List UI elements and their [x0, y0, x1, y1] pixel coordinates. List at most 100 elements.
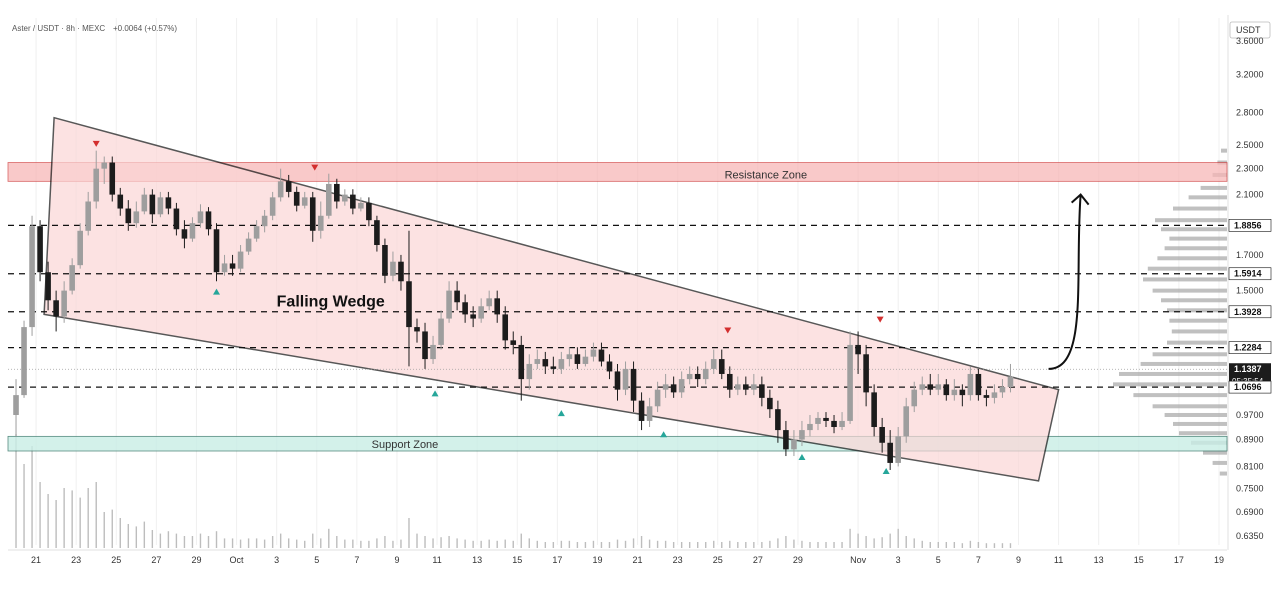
candle-body-30	[253, 226, 260, 239]
profile-bar-29	[1203, 450, 1227, 455]
up-marker-5	[882, 467, 890, 474]
down-marker-1	[311, 164, 319, 171]
pair-info: Aster / USDT · 8h · MEXC	[12, 24, 105, 33]
candle-body-119	[967, 373, 974, 396]
x-tick-11: 13	[472, 555, 482, 565]
y-tick-19: 0.6350	[1236, 531, 1264, 541]
volume-bar-57	[472, 540, 474, 548]
candle-body-11	[101, 162, 108, 169]
candle-body-80	[654, 389, 661, 407]
x-tick-13: 17	[552, 555, 562, 565]
volume-bar-51	[424, 536, 426, 548]
candle-body-68	[558, 359, 565, 369]
profile-bar-8	[1169, 236, 1227, 241]
candle-body-52	[430, 344, 436, 360]
profile-bar-3	[1200, 185, 1227, 190]
candle-body-70	[574, 354, 581, 364]
candle-body-82	[670, 384, 677, 393]
candle-body-94	[767, 397, 773, 410]
volume-bar-106	[865, 536, 867, 548]
volume-bar-89	[729, 540, 731, 548]
volume-bar-96	[785, 536, 787, 548]
profile-bar-15	[1167, 308, 1227, 313]
candle-body-10	[93, 168, 100, 202]
volume-bar-33	[279, 533, 282, 548]
up-marker-1	[431, 390, 439, 397]
volume-bar-86	[705, 542, 707, 548]
candle-body-34	[285, 181, 292, 192]
volume-bar-78	[640, 536, 643, 548]
volume-bar-2	[31, 446, 33, 548]
candle-body-115	[935, 384, 942, 390]
volume-bar-120	[977, 542, 980, 548]
y-tick-7: 1.7000	[1236, 250, 1264, 260]
up-marker-3	[660, 431, 668, 438]
x-tick-29: 19	[1214, 555, 1224, 565]
volume-bar-25	[215, 531, 218, 548]
candle-body-67	[550, 366, 557, 369]
volume-bar-41	[344, 539, 346, 548]
profile-bar-10	[1157, 256, 1227, 261]
candle-body-62	[510, 340, 517, 345]
volume-bar-61	[504, 539, 506, 548]
x-tick-1: 23	[71, 555, 81, 565]
pivot-markers	[92, 140, 890, 474]
candle-body-18	[157, 197, 164, 215]
volume-bar-50	[416, 533, 418, 548]
candle-body-79	[646, 406, 653, 421]
candle-body-78	[638, 400, 645, 421]
candle-body-103	[839, 420, 845, 428]
profile-bar-11	[1147, 266, 1227, 271]
volume-bar-30	[255, 538, 258, 548]
candle-body-101	[823, 417, 829, 421]
candle-body-99	[807, 423, 813, 431]
candle-body-55	[454, 290, 460, 303]
down-marker-3	[876, 316, 884, 323]
target-arrow-line	[1048, 194, 1082, 370]
volume-bar-3	[39, 482, 41, 548]
candle-body-104	[847, 344, 853, 421]
volume-bar-124	[1009, 543, 1012, 548]
volume-bar-59	[488, 539, 490, 548]
candle-body-87	[710, 359, 717, 369]
y-tick-12: 1.1387	[1234, 364, 1262, 374]
candle-body-44	[366, 202, 372, 221]
candle-body-13	[117, 194, 124, 209]
x-tick-7: 5	[314, 555, 319, 565]
volume-bar-81	[664, 540, 667, 548]
currency-label: USDT	[1236, 25, 1261, 35]
candle-body-8	[77, 230, 83, 266]
down-marker-0	[92, 140, 100, 147]
candle-body-75	[614, 371, 621, 390]
volume-bar-18	[159, 533, 162, 548]
x-tick-21: 3	[896, 555, 901, 565]
volume-bar-92	[753, 542, 755, 548]
y-tick-13: 1.0696	[1234, 382, 1262, 392]
candle-body-47	[390, 261, 396, 276]
volume-bar-73	[600, 542, 603, 548]
y-tick-3: 2.5000	[1236, 140, 1264, 150]
volume-bar-117	[953, 542, 956, 548]
volume-bar-16	[143, 521, 146, 548]
level-box-8	[1228, 267, 1272, 281]
volume-bar-65	[536, 540, 539, 548]
candle-body-65	[534, 359, 541, 364]
volume-bar-104	[849, 528, 851, 548]
volume-bar-82	[672, 542, 675, 548]
volume-bar-112	[913, 538, 915, 548]
currency-box	[1229, 21, 1271, 39]
volume-bar-119	[969, 540, 972, 548]
candle-body-7	[69, 265, 75, 291]
volume-bar-71	[584, 542, 587, 548]
y-tick-16: 0.8100	[1236, 461, 1264, 471]
volume-bar-15	[135, 526, 138, 548]
candle-body-29	[245, 238, 252, 252]
up-marker-0	[213, 288, 221, 295]
up-marker-4	[798, 454, 806, 461]
y-tick-18: 0.6900	[1236, 507, 1264, 517]
volume-bar-44	[368, 540, 370, 548]
volume-bar-10	[95, 482, 97, 548]
volume-bar-28	[239, 539, 242, 548]
